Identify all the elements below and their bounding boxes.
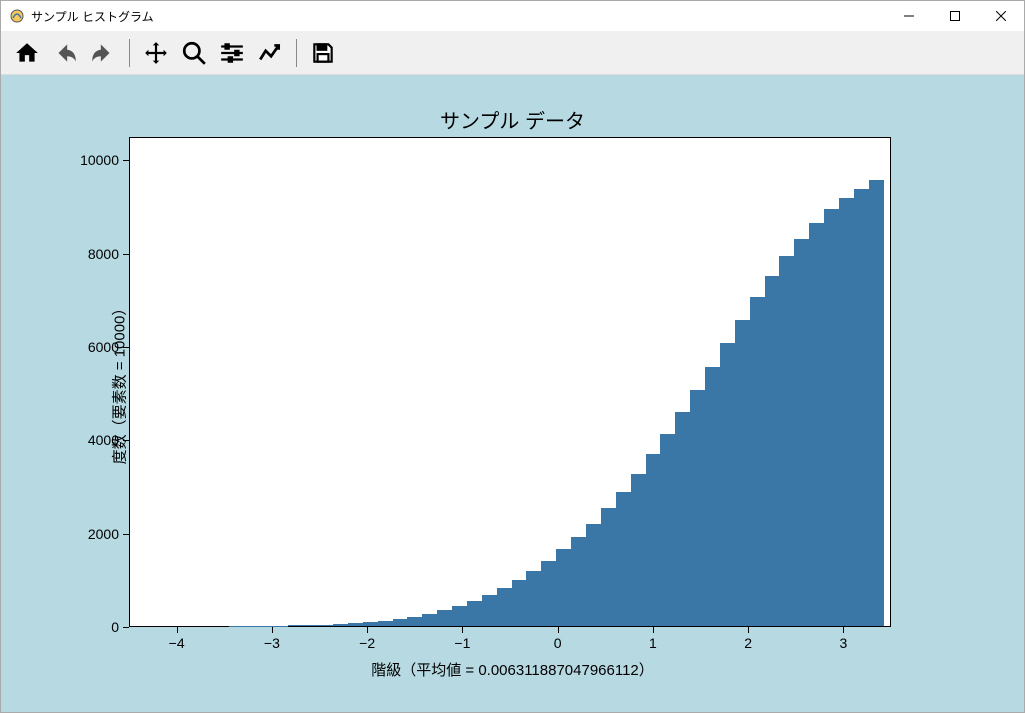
home-button[interactable] (11, 37, 43, 69)
x-tick (177, 627, 178, 633)
titlebar: サンプル ヒストグラム (1, 1, 1024, 31)
histogram-bar (526, 571, 541, 626)
x-tick-label: 3 (839, 635, 847, 651)
y-tick (123, 627, 129, 628)
histogram-bar (467, 601, 482, 626)
histogram-bar (660, 434, 675, 626)
y-tick (123, 254, 129, 255)
y-tick-label: 6000 (88, 339, 119, 355)
histogram-bar (482, 595, 497, 626)
chart-title: サンプル データ (1, 105, 1024, 134)
x-tick-label: −2 (359, 635, 375, 651)
histogram-bar (750, 297, 765, 626)
histogram-bar (541, 561, 556, 626)
histogram-bar (809, 223, 824, 626)
toolbar-separator (129, 39, 130, 67)
histogram-bar (348, 623, 363, 626)
x-tick-label: −1 (454, 635, 470, 651)
histogram-bar (646, 454, 661, 626)
y-tick-label: 10000 (80, 152, 119, 168)
x-tick-label: −4 (169, 635, 185, 651)
y-tick (123, 347, 129, 348)
toolbar (1, 31, 1024, 75)
histogram-bar (512, 580, 527, 626)
window-title: サンプル ヒストグラム (31, 8, 886, 25)
histogram-bar (854, 189, 869, 626)
x-tick (272, 627, 273, 633)
plot-area (129, 137, 891, 627)
histogram-bar (422, 614, 437, 626)
y-tick-label: 8000 (88, 246, 119, 262)
histogram-bar (601, 508, 616, 626)
minimize-button[interactable] (886, 1, 932, 31)
histogram-bar (497, 588, 512, 626)
app-window: サンプル ヒストグラム サンプル データ 度数（要素数 = 10000） 階級（… (0, 0, 1025, 713)
histogram-bar (333, 624, 348, 626)
toolbar-separator (296, 39, 297, 67)
x-tick-label: 1 (649, 635, 657, 651)
close-button[interactable] (978, 1, 1024, 31)
x-tick-label: −3 (264, 635, 280, 651)
x-tick-label: 0 (554, 635, 562, 651)
y-tick-label: 0 (111, 619, 119, 635)
histogram-bar (824, 209, 839, 626)
x-tick (367, 627, 368, 633)
window-controls (886, 1, 1024, 31)
histogram-bar (586, 524, 601, 626)
x-tick (653, 627, 654, 633)
back-button[interactable] (49, 37, 81, 69)
histogram-bar (779, 256, 794, 626)
histogram-bar (303, 625, 318, 626)
configure-button[interactable] (216, 37, 248, 69)
histogram-bar (794, 239, 809, 626)
histogram-bar (616, 492, 631, 626)
histogram-bar (675, 412, 690, 626)
pan-button[interactable] (140, 37, 172, 69)
histogram-bar (735, 320, 750, 626)
histogram-bar (452, 606, 467, 626)
x-tick (843, 627, 844, 633)
histogram-bar (363, 622, 378, 626)
histogram-bar (720, 343, 735, 626)
histogram-bar (765, 276, 780, 626)
x-tick (748, 627, 749, 633)
y-tick-label: 2000 (88, 526, 119, 542)
figure-canvas[interactable]: サンプル データ 度数（要素数 = 10000） 階級（平均値 = 0.0063… (1, 75, 1024, 712)
x-tick-label: 2 (744, 635, 752, 651)
y-tick (123, 440, 129, 441)
x-tick (462, 627, 463, 633)
histogram-bar (288, 625, 303, 626)
histogram-bar (393, 619, 408, 626)
app-icon (9, 8, 25, 24)
x-tick (558, 627, 559, 633)
histogram-bars (130, 138, 890, 626)
zoom-button[interactable] (178, 37, 210, 69)
save-button[interactable] (307, 37, 339, 69)
histogram-bar (437, 610, 452, 626)
histogram-bar (839, 198, 854, 626)
histogram-bar (571, 537, 586, 626)
maximize-button[interactable] (932, 1, 978, 31)
histogram-bar (318, 625, 333, 626)
histogram-bar (556, 549, 571, 626)
histogram-bar (690, 390, 705, 626)
forward-button[interactable] (87, 37, 119, 69)
y-tick (123, 160, 129, 161)
histogram-bar (378, 621, 393, 626)
y-tick-label: 4000 (88, 432, 119, 448)
y-tick (123, 534, 129, 535)
histogram-bar (407, 617, 422, 626)
histogram-bar (631, 474, 646, 626)
x-axis-label: 階級（平均値 = 0.006311887047966112） (1, 659, 1024, 680)
histogram-bar (705, 367, 720, 626)
edit-button[interactable] (254, 37, 286, 69)
histogram-bar (869, 180, 884, 626)
